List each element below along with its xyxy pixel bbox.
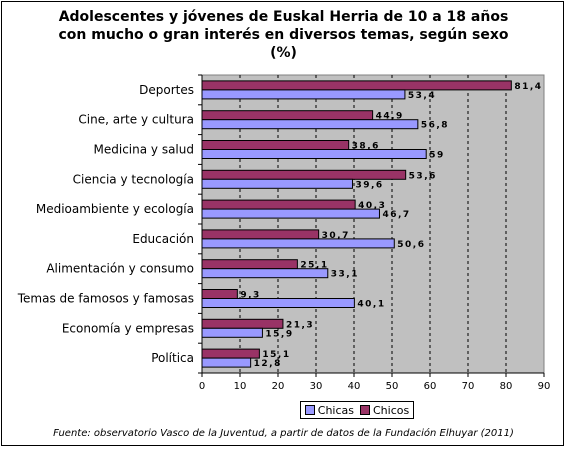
bar-chicos (201, 229, 320, 240)
bar-chicos (201, 318, 284, 329)
bar-chicas (201, 119, 419, 130)
data-label-chicas: 40,1 (357, 300, 385, 310)
x-tick-label: 60 (424, 381, 437, 392)
category-label: Cine, arte y cultura (78, 113, 194, 127)
bar-chicas (201, 238, 395, 249)
bar-chicas (201, 178, 353, 189)
category-label: Temas de famosos y famosas (17, 292, 194, 306)
bar-chicos (201, 80, 512, 91)
legend-label-chicos: Chicos (373, 403, 410, 417)
data-label-chicos: 44,9 (376, 112, 404, 122)
x-tick-label: 50 (386, 381, 399, 392)
category-label: Alimentación y consumo (46, 262, 194, 276)
bar-chicas (201, 89, 406, 100)
data-label-chicos: 53,6 (409, 171, 437, 181)
x-tick-label: 10 (234, 381, 247, 392)
bar-chicos (201, 289, 238, 299)
category-label: Educación (132, 232, 194, 246)
x-tick-label: 0 (199, 381, 205, 392)
bar-chicas (201, 268, 329, 279)
data-label-chicas: 53,4 (408, 91, 436, 101)
bar-chicas (201, 149, 427, 159)
legend-item-chicas: Chicas (304, 403, 354, 417)
data-label-chicos: 38,6 (352, 142, 380, 152)
data-label-chicas: 46,7 (382, 210, 410, 220)
bar-chicas (201, 208, 380, 219)
data-label-chicas: 59 (429, 151, 445, 161)
category-label: Medicina y salud (94, 143, 194, 157)
x-tick-label: 40 (348, 381, 361, 392)
category-label: Economía y empresas (62, 321, 194, 335)
legend-swatch-chicas (304, 405, 315, 415)
data-label-chicos: 15,1 (262, 350, 290, 360)
bar-chicos (201, 140, 350, 150)
chart-title-line-3: (%) (270, 45, 297, 61)
x-tick-label: 70 (462, 381, 475, 392)
data-label-chicos: 40,3 (358, 201, 386, 211)
data-label-chicos: 9,3 (240, 291, 260, 301)
data-label-chicas: 56,8 (421, 121, 449, 131)
category-label: Ciencia y tecnología (73, 172, 194, 186)
data-label-chicos: 21,3 (286, 320, 314, 330)
bar-chicos (201, 259, 298, 270)
category-label: Política (151, 351, 194, 365)
bar-chicos (201, 169, 407, 180)
data-label-chicas: 15,9 (265, 329, 293, 339)
data-label-chicos: 30,7 (322, 231, 350, 241)
bar-chicas (201, 357, 252, 368)
data-label-chicas: 33,1 (331, 270, 359, 280)
chart-title-line-2: con mucho o gran interés en diversos tem… (58, 27, 509, 43)
bar-chicos (201, 199, 356, 210)
x-tick-label: 20 (272, 381, 285, 392)
bar-chicos (201, 348, 260, 359)
chart-title-line-1: Adolescentes y jóvenes de Euskal Herria … (58, 9, 509, 25)
bar-chicas (201, 298, 355, 308)
legend-swatch-chicos (360, 405, 370, 415)
data-label-chicas: 12,8 (254, 359, 282, 369)
data-label-chicas: 50,6 (397, 240, 425, 250)
data-label-chicos: 81,4 (514, 82, 542, 92)
category-label: Medioambiente y ecología (36, 202, 194, 216)
x-tick-label: 30 (310, 381, 323, 392)
data-label-chicos: 25,1 (300, 261, 328, 271)
bar-chicos (201, 110, 374, 121)
bar-chicas (201, 327, 263, 338)
data-label-chicas: 39,6 (355, 180, 383, 190)
x-tick-label: 80 (500, 381, 513, 392)
x-tick-label: 90 (538, 381, 551, 392)
chart-title: Adolescentes y jóvenes de Euskal Herria … (0, 8, 567, 62)
chart-source: Fuente: observatorio Vasco de la Juventu… (53, 428, 514, 439)
category-label: Deportes (139, 83, 194, 97)
legend-label-chicas: Chicas (317, 403, 354, 417)
legend-item-chicos: Chicos (360, 404, 409, 417)
chart-legend: Chicas Chicos (300, 401, 414, 419)
